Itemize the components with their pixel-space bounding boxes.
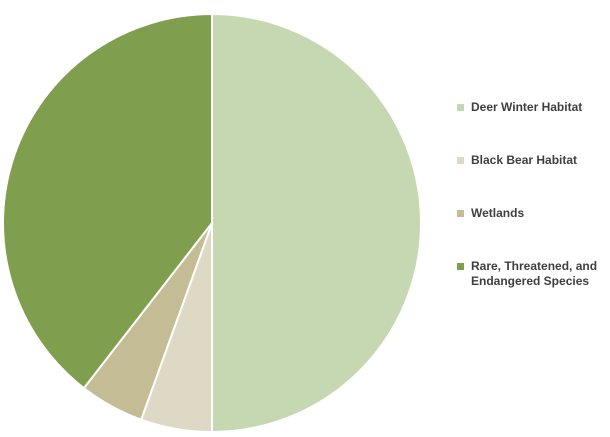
pie-slice-rare-threatened-and-endangered-species: [2, 12, 213, 390]
pie-slices: [2, 12, 422, 434]
legend: Deer Winter Habitat Black Bear Habitat W…: [457, 100, 607, 289]
legend-item-wetlands: Wetlands: [457, 206, 607, 221]
pie-slice-deer-winter-habitat: [211, 12, 422, 434]
legend-label-deer-winter-habitat: Deer Winter Habitat: [471, 100, 583, 114]
legend-item-black-bear-habitat: Black Bear Habitat: [457, 153, 607, 168]
legend-label-black-bear-habitat: Black Bear Habitat: [471, 153, 578, 167]
legend-swatch-deer-winter-habitat: [457, 104, 464, 111]
legend-swatch-rare-threatened-endangered-species: [457, 263, 464, 270]
legend-label-rare-threatened-endangered-species: Rare, Threatened, and Endangered Species: [471, 259, 598, 288]
legend-item-deer-winter-habitat: Deer Winter Habitat: [457, 100, 607, 115]
legend-item-rare-threatened-endangered-species: Rare, Threatened, and Endangered Species: [457, 259, 607, 289]
legend-swatch-black-bear-habitat: [457, 157, 464, 164]
legend-swatch-wetlands: [457, 210, 464, 217]
legend-label-wetlands: Wetlands: [471, 206, 525, 220]
